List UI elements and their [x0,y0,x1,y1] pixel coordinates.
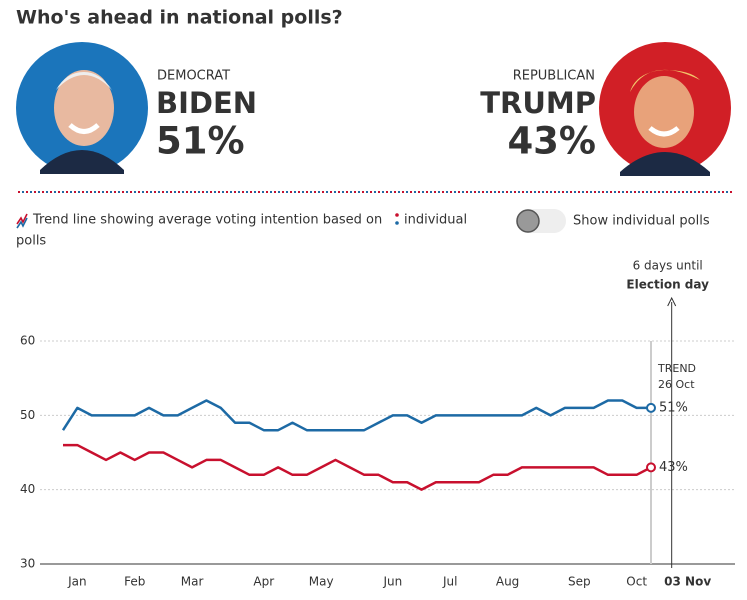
toggle-label[interactable]: Show individual polls [573,214,710,229]
trend-line-series [63,443,652,491]
value-label: 43% [659,460,688,475]
x-tick-label: Apr [253,575,274,589]
party-label: DEMOCRAT [157,69,230,84]
end-point [646,402,656,413]
legend-link: individual [404,213,467,228]
legend-icon [16,217,28,229]
x-tick-label: Feb [124,575,145,589]
x-tick-label: Jul [442,575,457,589]
election-label: Election day [626,278,709,292]
x-tick-label: Oct [626,575,647,589]
party-label: REPUBLICAN [513,69,595,84]
value-label: 51% [659,400,688,415]
x-tick-label: Sep [568,575,591,589]
trend-date: 26 Oct [658,378,695,391]
end-point [646,462,656,473]
candidate-name: BIDEN [156,86,257,120]
x-tick-label: Mar [181,575,204,589]
legend-icon [16,213,28,225]
x-tick-label: Jan [67,575,87,589]
election-note: 6 days until [633,259,703,273]
legend-text: Trend line showing average voting intent… [32,213,382,228]
x-tick-label: May [309,575,334,589]
trend-label: TREND [657,362,696,375]
legend-text: polls [16,234,46,249]
y-tick-label: 50 [20,408,35,422]
legend-dot [395,213,399,217]
x-tick-label: Aug [496,575,519,589]
election-arrow [667,296,677,307]
y-tick-label: 30 [20,557,35,571]
biden-portrait [16,42,148,174]
title: Who's ahead in national polls? [16,7,343,29]
x-tick-label: Jun [382,575,402,589]
toggle-knob[interactable] [516,209,540,233]
legend-dot [395,221,399,225]
x-tick-label: 03 Nov [664,575,711,589]
candidate-share: 43% [507,120,596,163]
candidate-share: 51% [156,120,245,163]
trump-portrait [599,42,731,176]
y-tick-label: 60 [20,334,35,348]
trend-line-series [61,399,651,432]
y-tick-label: 40 [20,482,35,496]
candidate-name: TRUMP [480,86,596,120]
